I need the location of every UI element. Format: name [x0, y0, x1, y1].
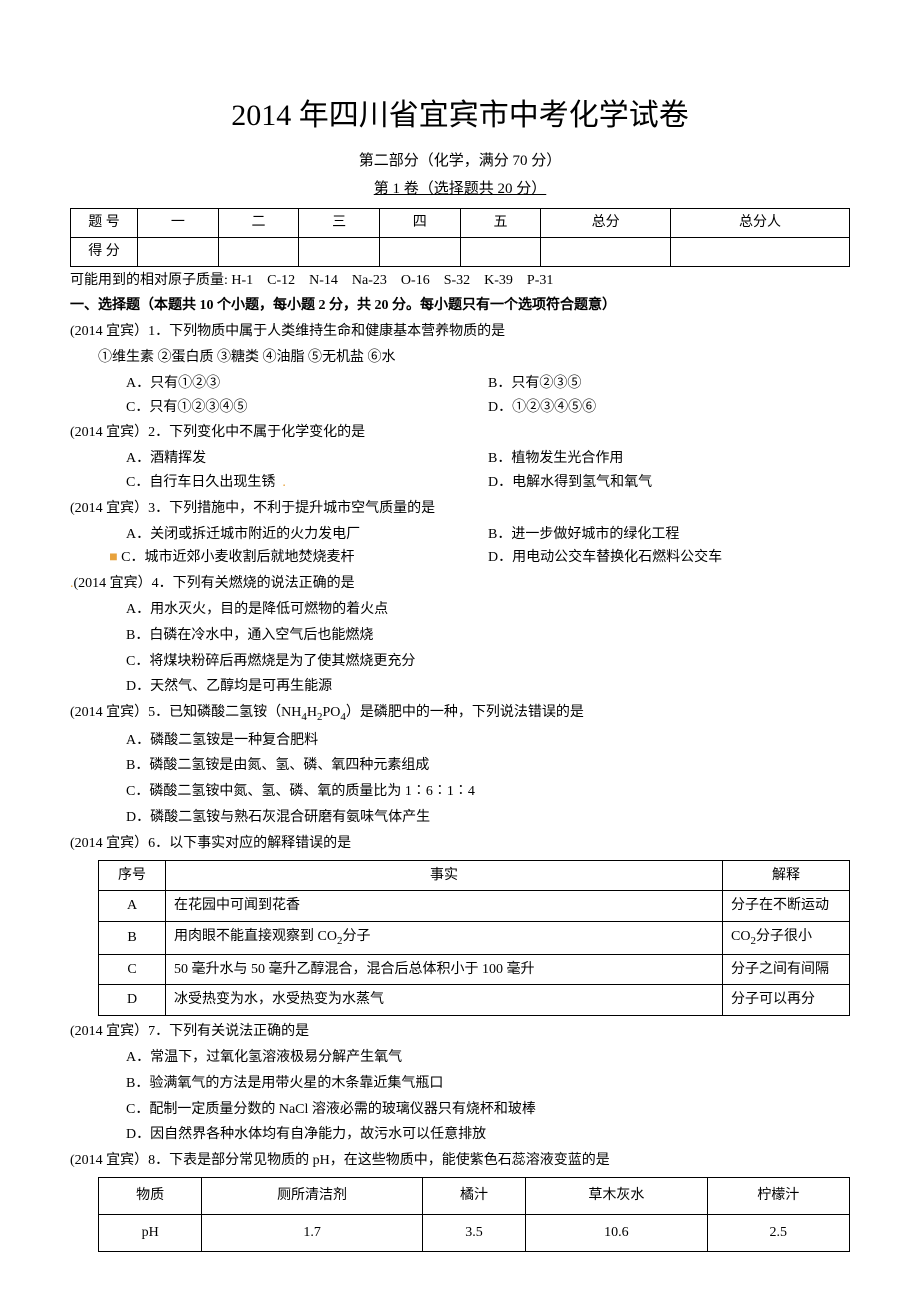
q5-opt-a: A．磷酸二氢铵是一种复合肥料 — [70, 729, 850, 753]
score-h5: 五 — [460, 209, 541, 238]
q6-stem: (2014 宜宾）6．以下事实对应的解释错误的是 — [70, 832, 850, 856]
q7-opt-a: A．常温下，过氧化氢溶液极易分解产生氧气 — [70, 1046, 850, 1070]
q4-stem: .(2014 宜宾）4．下列有关燃烧的说法正确的是 — [70, 572, 850, 596]
q8-stem: (2014 宜宾）8．下表是部分常见物质的 pH，在这些物质中，能使紫色石蕊溶液… — [70, 1149, 850, 1173]
q1-opt-d: D．①②③④⑤⑥ — [488, 396, 850, 420]
q1-opt-b: B．只有②③⑤ — [488, 372, 850, 396]
q8-r1: 1.7 — [202, 1214, 423, 1251]
score-blank — [379, 237, 460, 266]
q8-r4: 2.5 — [707, 1214, 849, 1251]
q6-b-f: 用肉眼不能直接观察到 CO2分子 — [166, 922, 723, 954]
score-table: 题 号 一 二 三 四 五 总分 总分人 得 分 — [70, 208, 850, 267]
score-blank — [460, 237, 541, 266]
q3-stem: (2014 宜宾）3．下列措施中，不利于提升城市空气质量的是 — [70, 497, 850, 521]
score-h0: 题 号 — [71, 209, 138, 238]
q8-r0: pH — [99, 1214, 202, 1251]
q6-a-e: 分子在不断运动 — [723, 891, 850, 922]
q6-d-n: D — [99, 985, 166, 1016]
q8-c2: 橘汁 — [422, 1178, 525, 1215]
q4-opt-a: A．用水灭火，目的是降低可燃物的着火点 — [70, 598, 850, 622]
section-1-heading: 一、选择题（本题共 10 个小题，每小题 2 分，共 20 分。每小题只有一个选… — [70, 294, 850, 318]
score-blank — [671, 237, 850, 266]
q7-opt-d: D．因自然界各种水体均有自净能力，故污水可以任意排放 — [70, 1123, 850, 1147]
q3-opt-b: B．进一步做好城市的绿化工程 — [488, 523, 850, 547]
score-blank — [138, 237, 219, 266]
q8-r3: 10.6 — [526, 1214, 707, 1251]
q6-c-f: 50 毫升水与 50 毫升乙醇混合，混合后总体积小于 100 毫升 — [166, 954, 723, 985]
score-blank — [299, 237, 380, 266]
q2-opt-a: A．酒精挥发 — [126, 447, 488, 471]
score-h2: 二 — [218, 209, 299, 238]
q3-opt-c: ■ C．城市近郊小麦收割后就地焚烧麦杆 — [70, 546, 488, 570]
q7-opt-b: B．验满氧气的方法是用带火星的木条靠近集气瓶口 — [70, 1072, 850, 1096]
q6-d-f: 冰受热变为水，水受热变为水蒸气 — [166, 985, 723, 1016]
q2-opt-c: C．自行车日久出现生锈 . — [126, 471, 488, 495]
score-h1: 一 — [138, 209, 219, 238]
q2-opt-d: D．电解水得到氢气和氧气 — [488, 471, 850, 495]
q1-opt-a: A．只有①②③ — [126, 372, 488, 396]
q4-opt-c: C．将煤块粉碎后再燃烧是为了使其燃烧更充分 — [70, 650, 850, 674]
q8-c4: 柠檬汁 — [707, 1178, 849, 1215]
q8-r2: 3.5 — [422, 1214, 525, 1251]
q5-opt-c: C．磷酸二氢铵中氮、氢、磷、氧的质量比为 1∶6∶1∶4 — [70, 780, 850, 804]
page-title: 2014 年四川省宜宾市中考化学试卷 — [70, 90, 850, 141]
q3-opt-d: D．用电动公交车替换化石燃料公交车 — [488, 546, 850, 570]
q8-c1: 厕所清洁剂 — [202, 1178, 423, 1215]
q4-opt-d: D．天然气、乙醇均是可再生能源 — [70, 675, 850, 699]
q7-opt-c: C．配制一定质量分数的 NaCl 溶液必需的玻璃仪器只有烧杯和玻棒 — [70, 1098, 850, 1122]
score-h6: 总分 — [541, 209, 671, 238]
q1-sub: ①维生素 ②蛋白质 ③糖类 ④油脂 ⑤无机盐 ⑥水 — [70, 346, 850, 370]
q1-opt-c: C．只有①②③④⑤ — [126, 396, 488, 420]
q6-b-n: B — [99, 922, 166, 954]
q6-h3: 解释 — [723, 860, 850, 891]
q6-h2: 事实 — [166, 860, 723, 891]
q6-h1: 序号 — [99, 860, 166, 891]
q1-stem: (2014 宜宾）1．下列物质中属于人类维持生命和健康基本营养物质的是 — [70, 320, 850, 344]
score-h3: 三 — [299, 209, 380, 238]
score-h7: 总分人 — [671, 209, 850, 238]
q6-b-e: CO2分子很小 — [723, 922, 850, 954]
q3-opt-a: A．关闭或拆迁城市附近的火力发电厂 — [126, 523, 488, 547]
q2-stem: (2014 宜宾）2．下列变化中不属于化学变化的是 — [70, 421, 850, 445]
score-h4: 四 — [379, 209, 460, 238]
q6-d-e: 分子可以再分 — [723, 985, 850, 1016]
q8-c3: 草木灰水 — [526, 1178, 707, 1215]
q2-opt-b: B．植物发生光合作用 — [488, 447, 850, 471]
q8-table: 物质 厕所清洁剂 橘汁 草木灰水 柠檬汁 pH 1.7 3.5 10.6 2.5 — [98, 1177, 850, 1252]
score-blank — [218, 237, 299, 266]
score-blank — [541, 237, 671, 266]
subtitle-2: 第 1 卷（选择题共 20 分） — [70, 177, 850, 203]
q6-c-n: C — [99, 954, 166, 985]
q8-c0: 物质 — [99, 1178, 202, 1215]
q5-opt-d: D．磷酸二氢铵与熟石灰混合研磨有氨味气体产生 — [70, 806, 850, 830]
q6-table: 序号 事实 解释 A 在花园中可闻到花香 分子在不断运动 B 用肉眼不能直接观察… — [98, 860, 850, 1017]
q6-c-e: 分子之间有间隔 — [723, 954, 850, 985]
q7-stem: (2014 宜宾）7．下列有关说法正确的是 — [70, 1020, 850, 1044]
q6-a-n: A — [99, 891, 166, 922]
q5-opt-b: B．磷酸二氢铵是由氮、氢、磷、氧四种元素组成 — [70, 754, 850, 778]
atomic-mass: 可能用到的相对原子质量: H-1 C-12 N-14 Na-23 O-16 S-… — [70, 269, 850, 293]
q6-a-f: 在花园中可闻到花香 — [166, 891, 723, 922]
q5-stem: (2014 宜宾）5．已知磷酸二氢铵（NH4H2PO4）是磷肥中的一种，下列说法… — [70, 701, 850, 726]
subtitle-1: 第二部分（化学，满分 70 分） — [70, 149, 850, 175]
score-row2-label: 得 分 — [71, 237, 138, 266]
q4-opt-b: B．白磷在冷水中，通入空气后也能燃烧 — [70, 624, 850, 648]
